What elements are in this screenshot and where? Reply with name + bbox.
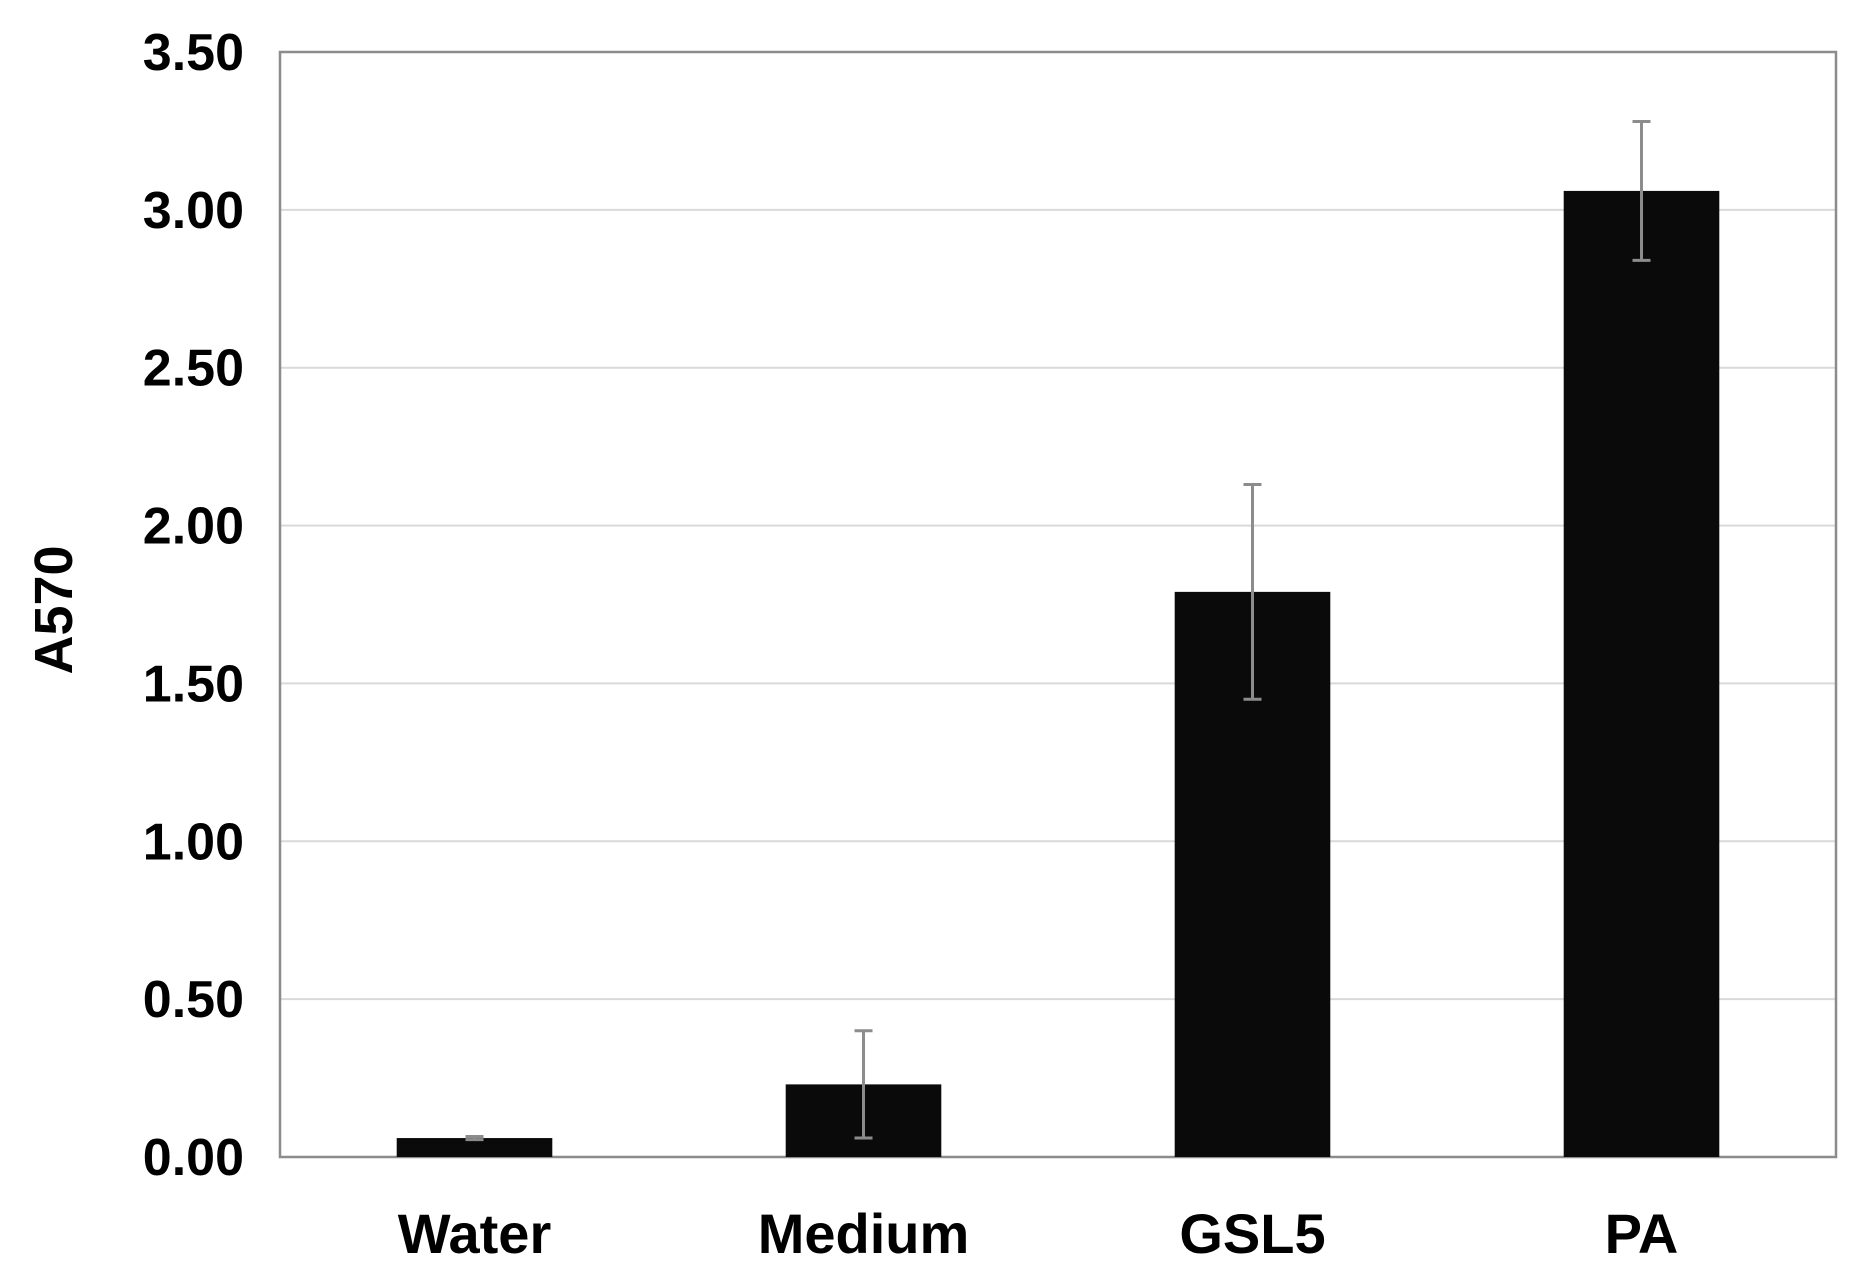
plot-border [278, 50, 1838, 1159]
y-tick-label: 3.00 [143, 182, 244, 240]
y-tick-label: 0.00 [143, 1129, 244, 1187]
bar-water [396, 1138, 553, 1157]
y-tick-label: 2.00 [143, 498, 244, 556]
x-category-label: Medium [758, 1202, 970, 1265]
bars [396, 190, 1720, 1157]
plot-frame [278, 50, 1838, 1159]
y-tick-labels: 0.00 0.50 1.00 1.50 2.00 2.50 3.00 3.50 [143, 24, 244, 1187]
y-tick-label: 3.50 [143, 24, 244, 82]
error-bars [465, 119, 1651, 1142]
y-axis-title: A570 [24, 545, 84, 674]
x-category-label: GSL5 [1179, 1202, 1325, 1265]
y-tick-label: 0.50 [143, 971, 244, 1029]
x-category-labels: Water Medium GSL5 PA [398, 1202, 1679, 1265]
y-tick-label: 1.00 [143, 813, 244, 871]
y-tick-label: 1.50 [143, 655, 244, 713]
y-tick-label: 2.50 [143, 340, 244, 398]
x-category-label: Water [398, 1202, 552, 1265]
x-category-label: PA [1605, 1202, 1679, 1265]
bar-pa [1563, 190, 1720, 1157]
